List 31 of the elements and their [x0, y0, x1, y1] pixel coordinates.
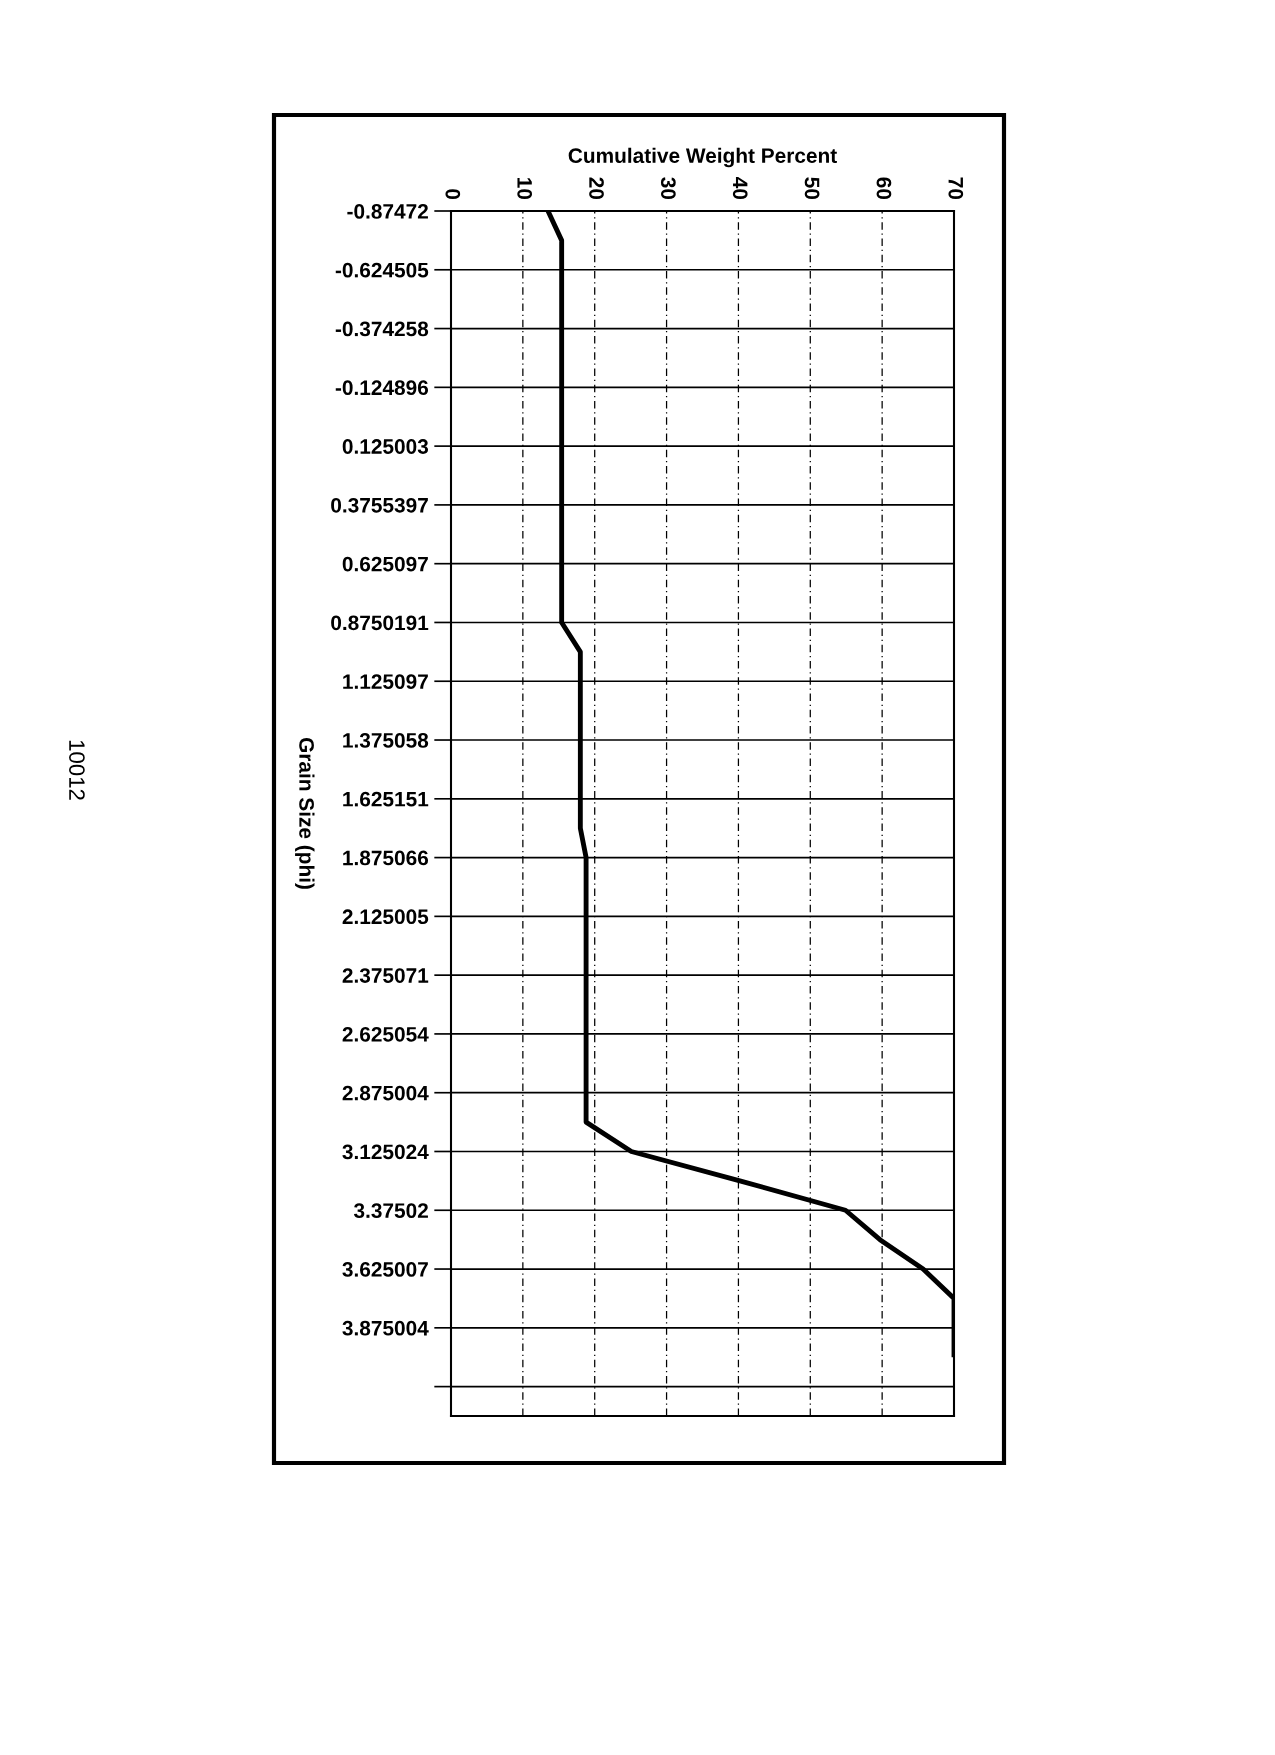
y-tick-label: -0.87472	[347, 204, 428, 219]
y-axis-title: Grain Size (phi)	[295, 737, 315, 889]
y-tick-label: 1.625151	[343, 791, 429, 807]
y-tick-label: 3.625007	[342, 1262, 428, 1277]
x-tick-label: 50	[804, 177, 820, 200]
y-tick-label: 2.375071	[342, 968, 429, 983]
y-tick-label: 1.875066	[343, 850, 429, 866]
y-tick-label: 0.125003	[342, 439, 429, 454]
x-tick-label: 30	[660, 177, 676, 200]
text: 10012	[69, 740, 85, 800]
y-tick-label: 3.125024	[342, 1144, 429, 1160]
x-tick-label: 20	[589, 177, 604, 200]
y-tick-label: 1.375058	[343, 733, 429, 748]
x-tick-label: 0	[445, 189, 461, 200]
y-tick-label: 0.3755397	[331, 497, 428, 513]
x-tick-label: 40	[732, 177, 748, 200]
y-tick-label: 0.625097	[342, 556, 428, 572]
y-tick-label: 2.875004	[342, 1085, 429, 1101]
y-tick-label: 1.125097	[343, 674, 428, 689]
y-tick-label: 2.125005	[342, 909, 429, 925]
y-tick-label: 3.875004	[342, 1320, 429, 1336]
x-tick-label: 10	[517, 178, 533, 200]
y-tick-label: 0.8750191	[331, 615, 429, 631]
y-tick-label: 3.37502	[353, 1203, 428, 1219]
x-axis-title: Cumulative Weight Percent	[568, 147, 837, 168]
y-tick-label: 2.625054	[342, 1026, 429, 1042]
y-tick-label: -0.374258	[335, 321, 429, 337]
y-tick-label: -0.624505	[335, 262, 429, 278]
x-tick-label: 70	[948, 177, 964, 200]
y-tick-label: -0.124896	[335, 380, 429, 396]
x-tick-label: 60	[876, 177, 892, 200]
